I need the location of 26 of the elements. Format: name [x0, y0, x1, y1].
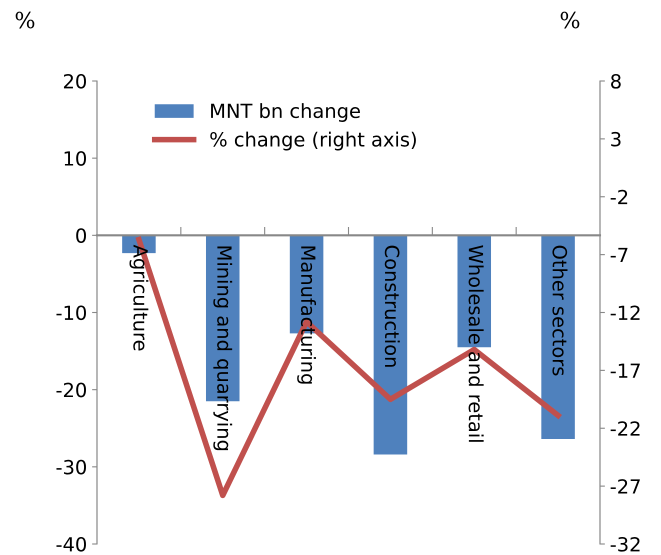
y-tick-label: 10: [64, 151, 86, 166]
y2-tick-label: -32: [610, 536, 640, 552]
y2-tick-label: -2: [610, 190, 628, 204]
y-axis-title: %: [16, 12, 34, 28]
y2-tick-label: -17: [610, 364, 640, 378]
y2-tick-label: -12: [610, 305, 640, 320]
y2-tick-label: -22: [610, 421, 640, 436]
y-tick-label: -40: [56, 536, 86, 552]
y2-axis-title: %: [560, 12, 580, 28]
y-tick-label: 20: [64, 74, 86, 89]
x-tick-label: Manufacturing: [297, 246, 316, 384]
x-tick-label: Agriculture: [130, 244, 148, 350]
y2-tick-label: 8: [611, 74, 621, 89]
y-tick-label: -30: [56, 460, 86, 474]
y2-tick-label: -7: [610, 248, 628, 262]
legend-label: % change (right axis): [210, 132, 416, 150]
x-tick-label: Wholesale and retail: [468, 245, 484, 442]
x-tick-label: Mining and quarrying: [213, 246, 232, 450]
y2-tick-label: 3: [611, 132, 621, 147]
y-tick-label: -20: [56, 382, 86, 398]
legend-label: MNT bn change: [211, 103, 360, 122]
x-tick-label: Other sectors: [552, 246, 568, 376]
y-tick-label: 0: [76, 228, 86, 243]
y-tick-label: -10: [56, 305, 86, 320]
x-tick-label: Construction: [384, 246, 400, 367]
y2-tick-label: -27: [610, 479, 640, 494]
